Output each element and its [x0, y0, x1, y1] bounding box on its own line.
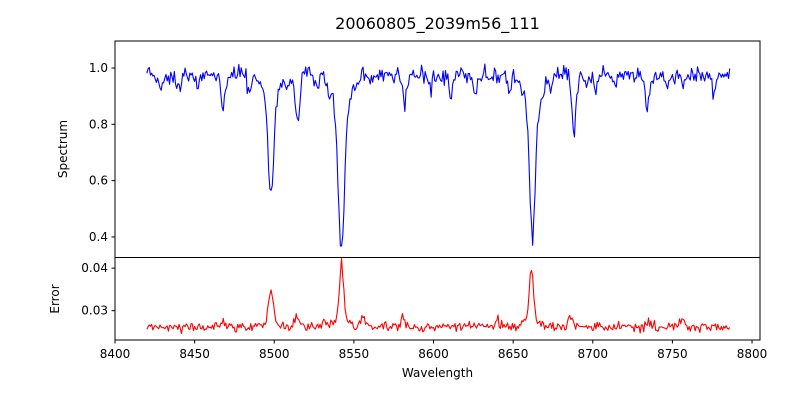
x-tick-label: 8700: [578, 347, 609, 361]
y-tick-label: 0.8: [89, 117, 108, 131]
error-ylabel: Error: [48, 284, 62, 314]
x-tick-label: 8800: [737, 347, 768, 361]
y-tick-label: 0.6: [89, 174, 108, 188]
x-tick-label: 8500: [259, 347, 290, 361]
y-tick-label: 0.03: [81, 304, 108, 318]
x-tick-label: 8450: [179, 347, 210, 361]
y-tick-label: 0.4: [89, 230, 108, 244]
y-tick-label: 1.0: [89, 61, 108, 75]
error-line: [146, 258, 731, 335]
x-tick-label: 8550: [339, 347, 370, 361]
x-tick-label: 8650: [498, 347, 529, 361]
xaxis-label: Wavelength: [401, 366, 474, 380]
spectrum-ylabel: Spectrum: [56, 119, 70, 179]
axes-box-error: [114, 257, 761, 341]
x-tick-label: 8400: [100, 347, 131, 361]
spectrum-line: [146, 63, 731, 247]
x-tick-label: 8750: [657, 347, 688, 361]
chart-title: 20060805_2039m56_111: [335, 14, 540, 33]
y-tick-label: 0.04: [81, 261, 108, 275]
x-tick-label: 8600: [418, 347, 449, 361]
